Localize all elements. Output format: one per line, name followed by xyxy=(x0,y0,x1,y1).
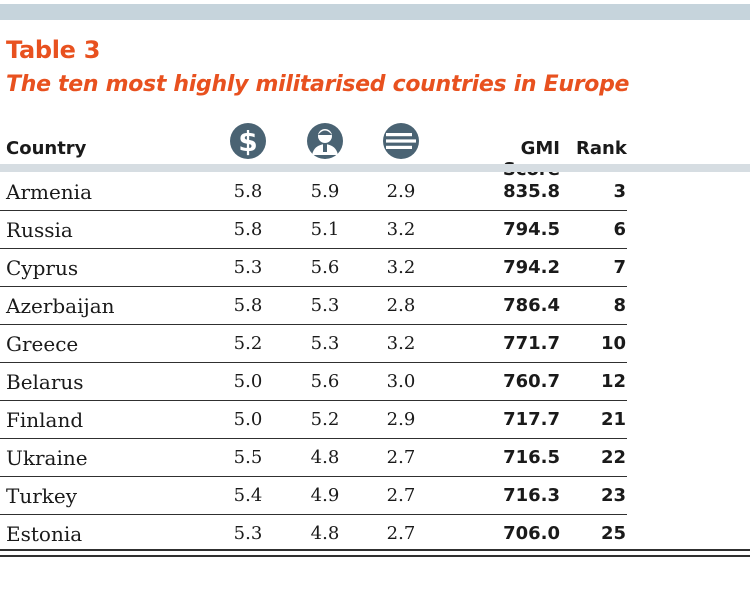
cell-rank: 25 xyxy=(600,523,626,544)
soldier-icon xyxy=(307,123,343,159)
cell-indicator-3: 2.9 xyxy=(386,181,416,202)
cell-indicator-3: 2.7 xyxy=(386,523,416,544)
cell-indicator-3: 3.2 xyxy=(386,333,416,354)
stripes-icon xyxy=(383,123,419,159)
table-row: Armenia 5.8 5.9 2.9 835.8 3 xyxy=(0,172,627,211)
cell-country: Belarus xyxy=(6,370,84,394)
cell-gmi-score: 716.3 xyxy=(503,485,560,506)
cell-country: Ukraine xyxy=(6,446,88,470)
cell-indicator-2: 5.9 xyxy=(310,181,340,202)
cell-country: Azerbaijan xyxy=(6,294,115,318)
table-row: Azerbaijan 5.8 5.3 2.8 786.4 8 xyxy=(0,286,627,325)
cell-rank: 8 xyxy=(613,295,626,316)
cell-gmi-score: 771.7 xyxy=(503,333,560,354)
cell-rank: 23 xyxy=(600,485,626,506)
cell-gmi-score: 835.8 xyxy=(503,181,560,202)
cell-indicator-1: 5.3 xyxy=(233,523,263,544)
table-row: Belarus 5.0 5.6 3.0 760.7 12 xyxy=(0,362,627,401)
cell-rank: 10 xyxy=(600,333,626,354)
cell-country: Greece xyxy=(6,332,79,356)
cell-indicator-1: 5.4 xyxy=(233,485,263,506)
cell-gmi-score: 716.5 xyxy=(503,447,560,468)
cell-indicator-1: 5.0 xyxy=(233,371,263,392)
cell-rank: 21 xyxy=(600,409,626,430)
cell-country: Cyprus xyxy=(6,256,79,280)
table-row: Ukraine 5.5 4.8 2.7 716.5 22 xyxy=(0,438,627,477)
cell-indicator-1: 5.8 xyxy=(233,219,263,240)
table-row: Russia 5.8 5.1 3.2 794.5 6 xyxy=(0,210,627,249)
cell-indicator-1: 5.5 xyxy=(233,447,263,468)
table-bottom-rule xyxy=(0,549,750,551)
cell-country: Finland xyxy=(6,408,84,432)
cell-indicator-3: 2.8 xyxy=(386,295,416,316)
cell-indicator-3: 2.9 xyxy=(386,409,416,430)
cell-indicator-2: 5.6 xyxy=(310,371,340,392)
table-number: Table 3 xyxy=(6,36,101,64)
cell-indicator-2: 4.8 xyxy=(310,523,340,544)
cell-gmi-score: 717.7 xyxy=(503,409,560,430)
cell-country: Estonia xyxy=(6,522,83,546)
cell-indicator-1: 5.8 xyxy=(233,181,263,202)
cell-indicator-2: 5.6 xyxy=(310,257,340,278)
cell-gmi-score: 794.5 xyxy=(503,219,560,240)
cell-indicator-2: 5.2 xyxy=(310,409,340,430)
table-row: Greece 5.2 5.3 3.2 771.7 10 xyxy=(0,324,627,363)
table-title: The ten most highly militarised countrie… xyxy=(6,72,630,97)
table-row: Estonia 5.3 4.8 2.7 706.0 25 xyxy=(0,514,627,552)
cell-rank: 22 xyxy=(600,447,626,468)
cell-rank: 6 xyxy=(613,219,626,240)
cell-country: Russia xyxy=(6,218,73,242)
dollar-icon: $ xyxy=(230,123,266,159)
table-bottom-rule xyxy=(0,555,750,557)
cell-indicator-2: 4.9 xyxy=(310,485,340,506)
cell-indicator-1: 5.2 xyxy=(233,333,263,354)
svg-text:$: $ xyxy=(238,125,257,158)
cell-indicator-1: 5.3 xyxy=(233,257,263,278)
top-decorative-bar xyxy=(0,4,750,20)
cell-indicator-2: 5.3 xyxy=(310,333,340,354)
cell-gmi-score: 706.0 xyxy=(503,523,560,544)
table-row: Turkey 5.4 4.9 2.7 716.3 23 xyxy=(0,476,627,515)
cell-country: Turkey xyxy=(6,484,78,508)
cell-indicator-3: 3.0 xyxy=(386,371,416,392)
cell-rank: 7 xyxy=(613,257,626,278)
cell-rank: 3 xyxy=(613,181,626,202)
table-row: Cyprus 5.3 5.6 3.2 794.2 7 xyxy=(0,248,627,287)
cell-gmi-score: 786.4 xyxy=(503,295,560,316)
table-row: Finland 5.0 5.2 2.9 717.7 21 xyxy=(0,400,627,439)
header-divider xyxy=(0,164,750,172)
cell-indicator-2: 4.8 xyxy=(310,447,340,468)
cell-gmi-score: 794.2 xyxy=(503,257,560,278)
cell-indicator-1: 5.8 xyxy=(233,295,263,316)
cell-indicator-3: 2.7 xyxy=(386,485,416,506)
cell-indicator-2: 5.3 xyxy=(310,295,340,316)
cell-indicator-3: 3.2 xyxy=(386,219,416,240)
cell-country: Armenia xyxy=(6,180,93,204)
header-rank: Rank xyxy=(576,138,627,159)
cell-indicator-3: 3.2 xyxy=(386,257,416,278)
cell-indicator-2: 5.1 xyxy=(310,219,340,240)
cell-indicator-1: 5.0 xyxy=(233,409,263,430)
cell-indicator-3: 2.7 xyxy=(386,447,416,468)
header-country: Country xyxy=(6,138,87,159)
cell-rank: 12 xyxy=(600,371,626,392)
cell-gmi-score: 760.7 xyxy=(503,371,560,392)
